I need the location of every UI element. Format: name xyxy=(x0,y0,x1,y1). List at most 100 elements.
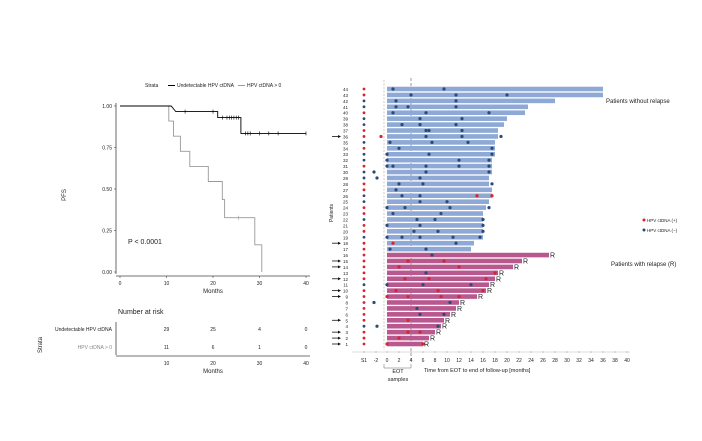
sample-dot xyxy=(391,241,395,245)
swimmer-x-tick-label: 40 xyxy=(624,358,630,364)
sample-dot xyxy=(418,122,422,127)
sample-dot xyxy=(388,140,392,144)
sample-dot xyxy=(454,122,458,127)
relapse-marker: R xyxy=(436,330,441,337)
sample-dot xyxy=(424,134,428,139)
swimmer-y-axis-label: Patients xyxy=(329,203,335,222)
patient-id-label: 11 xyxy=(343,283,348,288)
p-value-annotation: P < 0.0001 xyxy=(128,239,162,246)
legend-title: Strata xyxy=(145,83,159,89)
swimmer-x-tick-label: 28 xyxy=(552,358,558,364)
y-tick-label: 0.25 xyxy=(102,229,112,235)
sample-dot xyxy=(427,128,431,133)
patient-bar xyxy=(387,122,504,127)
sample-s1-dot xyxy=(362,224,366,227)
km-curve-undetectable xyxy=(120,105,306,134)
risk-x-tick-label: 10 xyxy=(164,361,170,367)
arrow-icon xyxy=(338,277,341,281)
sample-dot xyxy=(415,217,419,222)
patient-id-label: 34 xyxy=(343,146,349,151)
sample-dot xyxy=(388,247,392,251)
sample-s1-dot xyxy=(362,330,366,334)
sample-s1-dot xyxy=(362,135,366,138)
swimmer-x-tick-label: 6 xyxy=(422,358,425,364)
sample-s1-dot xyxy=(362,247,366,251)
sample-s1-dot xyxy=(362,312,366,316)
risk-x-tick-label: 30 xyxy=(257,361,263,367)
sample-dot xyxy=(418,176,422,180)
sample-s1-dot xyxy=(362,105,366,109)
y-tick-label: 1.00 xyxy=(102,104,112,110)
sample-dot xyxy=(478,235,482,239)
eot-samples-label: EOT xyxy=(392,369,404,375)
arrow-icon xyxy=(338,241,341,245)
patient-id-label: 4 xyxy=(345,324,348,329)
y-axis-label: PFS xyxy=(62,189,68,201)
patient-bar xyxy=(387,252,549,258)
sample-dot xyxy=(487,170,491,174)
sample-dot xyxy=(400,194,404,198)
sample-dot xyxy=(454,99,458,103)
sample-s1-dot xyxy=(362,342,366,346)
patient-bar xyxy=(387,205,486,210)
sample-dot xyxy=(385,294,389,299)
sample-dot xyxy=(391,164,395,168)
sample-dot xyxy=(406,105,410,109)
swimmer-x-tick-label: 12 xyxy=(456,358,462,364)
sample-dot xyxy=(481,289,485,293)
patient-id-label: 19 xyxy=(343,235,349,240)
patient-bar xyxy=(387,323,441,329)
sample-dot xyxy=(397,336,401,340)
patient-bar xyxy=(387,116,507,121)
swimmer-x-tick-label: 24 xyxy=(528,358,534,364)
sample-dot xyxy=(412,229,416,233)
sample-dot xyxy=(421,182,425,186)
patient-id-label: 5 xyxy=(345,318,348,323)
sample-dot xyxy=(439,294,443,299)
sample-dot xyxy=(418,223,422,227)
patient-bar xyxy=(387,335,429,341)
patient-id-label: 40 xyxy=(343,111,349,116)
patient-bar xyxy=(387,86,603,92)
sample-dot xyxy=(436,324,440,328)
sample-dot xyxy=(439,211,443,216)
patient-bar xyxy=(387,193,492,199)
sample-s1-dot xyxy=(362,307,366,310)
patient-bar xyxy=(387,175,489,181)
sample-dot xyxy=(385,152,389,156)
sample-dot xyxy=(394,289,398,293)
sample-dot xyxy=(427,152,431,156)
risk-count: 0 xyxy=(305,345,308,351)
patient-bar xyxy=(387,92,603,98)
patient-id-label: 9 xyxy=(345,295,348,300)
sample-dot xyxy=(436,289,440,293)
relapse-marker: R xyxy=(424,342,429,349)
sample-s1-dot xyxy=(362,283,366,287)
patient-id-label: 8 xyxy=(345,300,348,305)
relapse-marker: R xyxy=(550,253,555,260)
sample-dot xyxy=(448,206,452,210)
relapse-marker: R xyxy=(487,288,492,295)
sample-dot xyxy=(481,217,485,222)
sample-s1-dot xyxy=(362,206,366,210)
sample-dot xyxy=(418,330,422,334)
sample-dot xyxy=(469,283,473,287)
patient-id-label: 22 xyxy=(343,217,349,222)
swimmer-x-tick-label: 34 xyxy=(588,358,594,364)
swimmer-x-tick-label: 36 xyxy=(600,358,606,364)
sample-s1-dot xyxy=(362,200,366,204)
sample-dot xyxy=(442,312,446,316)
patient-id-label: 25 xyxy=(343,200,349,205)
swimmer-x-tick-label: 26 xyxy=(540,358,546,364)
sample-dot xyxy=(418,235,422,239)
patient-id-label: 44 xyxy=(343,87,349,92)
sample-dot xyxy=(436,229,440,233)
arrow-icon xyxy=(338,289,341,293)
sample-dot xyxy=(385,223,389,227)
sample-dot xyxy=(484,277,488,281)
sample-dot xyxy=(385,342,389,346)
patient-bar xyxy=(387,317,444,323)
sample-dot xyxy=(451,235,455,239)
patient-id-label: 28 xyxy=(343,182,349,187)
sample-dot xyxy=(406,318,410,322)
